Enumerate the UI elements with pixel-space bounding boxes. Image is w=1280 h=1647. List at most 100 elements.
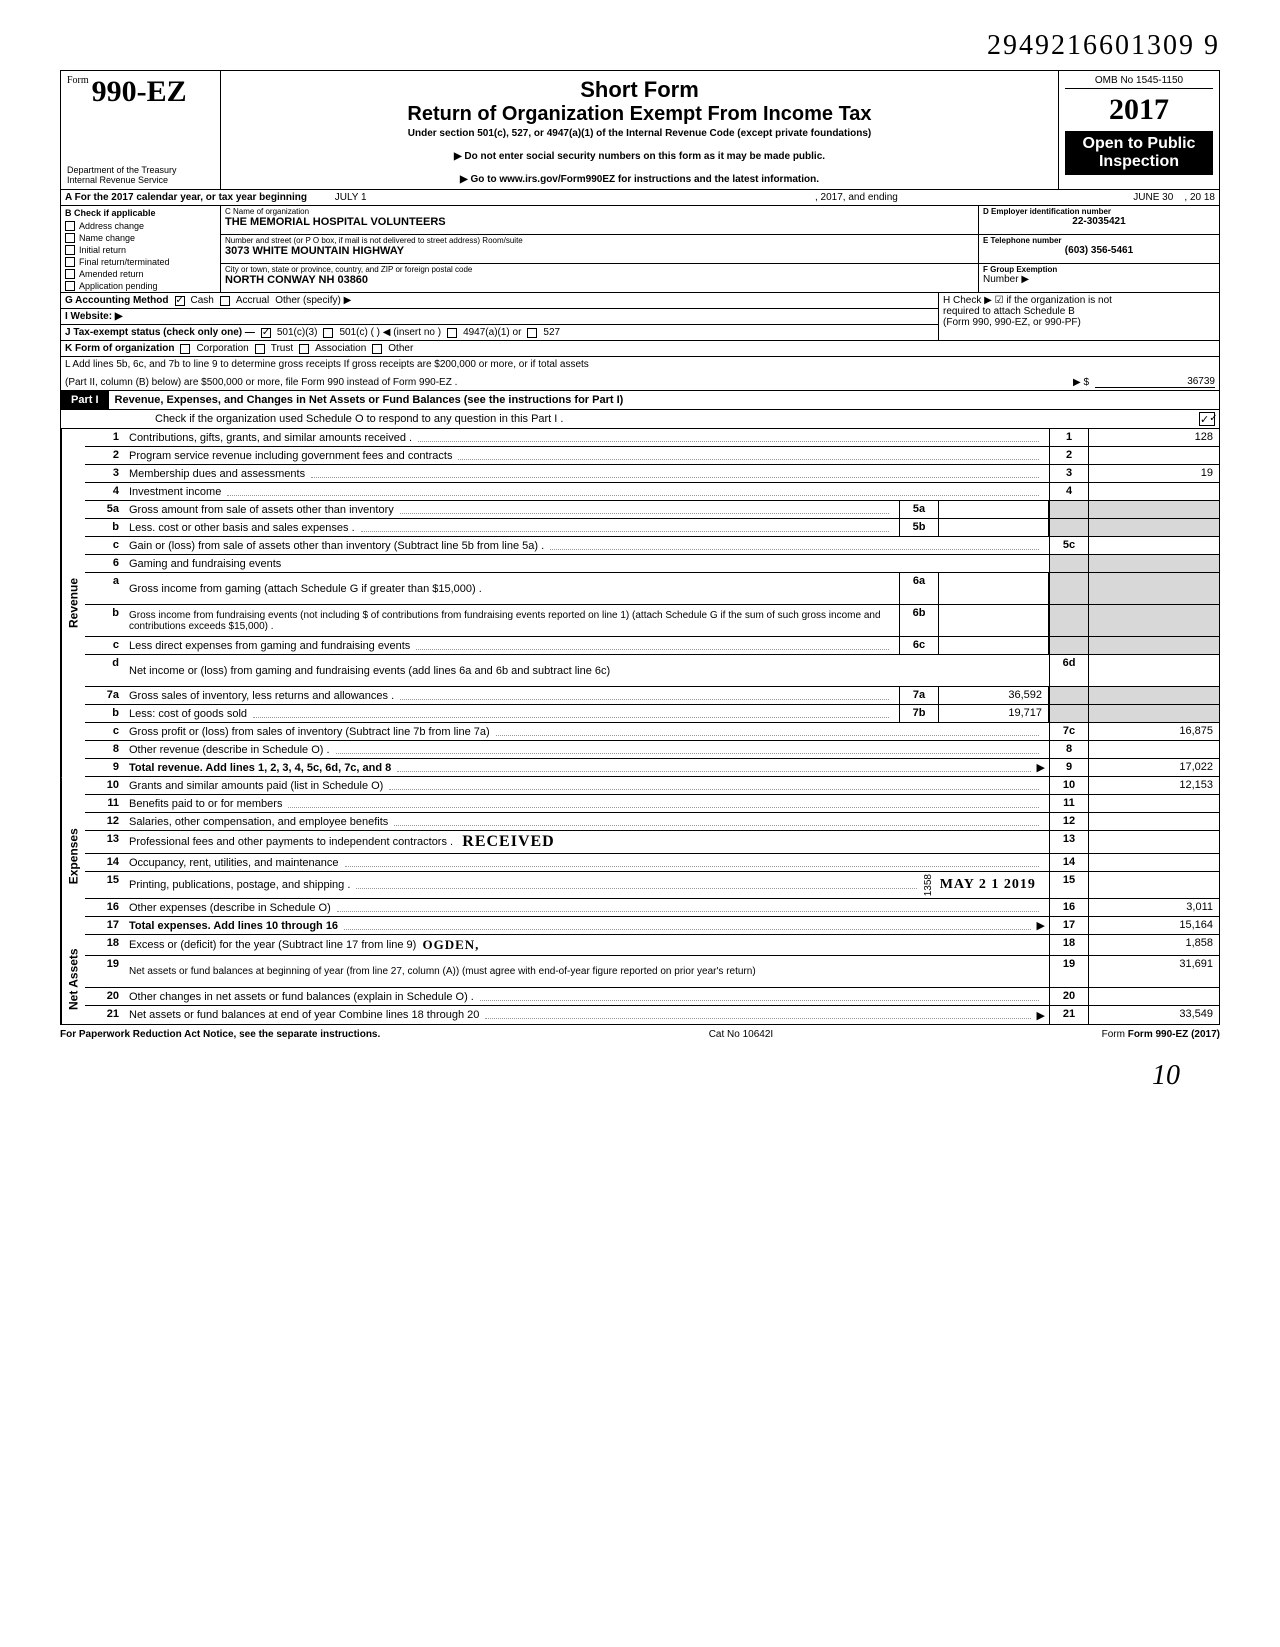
part-1-title: Revenue, Expenses, and Changes in Net As… — [109, 391, 1219, 409]
line-18: 18Excess or (deficit) for the year (Subt… — [85, 935, 1219, 956]
tel-row: E Telephone number (603) 356-5461 — [979, 235, 1219, 264]
title-short-form: Short Form — [229, 77, 1050, 103]
row-h-line3: (Form 990, 990-EZ, or 990-PF) — [943, 317, 1215, 328]
chk-name-change[interactable]: Name change — [61, 232, 220, 244]
line-a-end: JUNE 30 — [1133, 192, 1173, 203]
org-name-row: C Name of organization THE MEMORIAL HOSP… — [221, 206, 978, 235]
title-return: Return of Organization Exempt From Incom… — [229, 103, 1050, 126]
side-stamp-1358: 1358 — [923, 874, 934, 896]
dept-treasury: Department of the Treasury Internal Reve… — [67, 165, 214, 185]
chk-trust[interactable] — [255, 344, 265, 354]
line-12: 12Salaries, other compensation, and empl… — [85, 813, 1219, 831]
chk-accrual[interactable] — [220, 296, 230, 306]
group-exemption-label: F Group Exemption — [983, 265, 1215, 274]
part-1-tab: Part I — [61, 391, 109, 409]
top-document-id: 2949216601309 9 — [60, 30, 1220, 62]
line-10: 10Grants and similar amounts paid (list … — [85, 777, 1219, 795]
line-a-suffix: , 20 18 — [1184, 192, 1215, 203]
schedule-o-text: Check if the organization used Schedule … — [65, 413, 1193, 425]
line-8: 8Other revenue (describe in Schedule O) … — [85, 741, 1219, 759]
line-19: 19Net assets or fund balances at beginni… — [85, 956, 1219, 988]
line-a-begin: JULY 1 — [335, 192, 367, 203]
chk-corporation[interactable] — [180, 344, 190, 354]
row-j-label: J Tax-exempt status (check only one) — — [65, 327, 255, 338]
col-b-header: B Check if applicable — [61, 206, 220, 220]
line-6a: aGross income from gaming (attach Schedu… — [85, 573, 1219, 605]
line-4: 4Investment income4 — [85, 483, 1219, 501]
line-6c: cLess direct expenses from gaming and fu… — [85, 637, 1219, 655]
line-5a: 5aGross amount from sale of assets other… — [85, 501, 1219, 519]
date-stamp: MAY 2 1 2019 — [940, 877, 1036, 893]
net-assets-label: Net Assets — [61, 935, 85, 1024]
chk-address-change[interactable]: Address change — [61, 220, 220, 232]
chk-cash[interactable] — [175, 296, 185, 306]
line-6: 6Gaming and fundraising events — [85, 555, 1219, 573]
line-7b: bLess: cost of goods sold7b19,717 — [85, 705, 1219, 723]
header-right: OMB No 1545-1150 2017 Open to Public Ins… — [1059, 71, 1219, 189]
omb-number: OMB No 1545-1150 — [1065, 75, 1213, 89]
page-footer: For Paperwork Reduction Act Notice, see … — [60, 1025, 1220, 1040]
group-exemption-row: F Group Exemption Number ▶ — [979, 264, 1219, 292]
chk-527[interactable] — [527, 328, 537, 338]
row-h-line2: required to attach Schedule B — [943, 306, 1215, 317]
part-1-header: Part I Revenue, Expenses, and Changes in… — [61, 391, 1219, 410]
row-k-form-org: K Form of organization Corporation Trust… — [61, 341, 1219, 357]
line-5c: cGain or (loss) from sale of assets othe… — [85, 537, 1219, 555]
note-url: ▶ Go to www.irs.gov/Form990EZ for instru… — [229, 174, 1050, 185]
line-7c: cGross profit or (loss) from sales of in… — [85, 723, 1219, 741]
form-number-block: Form 990-EZ — [67, 75, 214, 109]
section-bcd: B Check if applicable Address change Nam… — [61, 206, 1219, 293]
col-d-ein-tel: D Employer identification number 22-3035… — [979, 206, 1219, 292]
revenue-label: Revenue — [61, 429, 85, 777]
org-city-row: City or town, state or province, country… — [221, 264, 978, 292]
subtitle: Under section 501(c), 527, or 4947(a)(1)… — [229, 128, 1050, 139]
org-addr-label: Number and street (or P O box, if mail i… — [225, 236, 974, 245]
chk-other[interactable] — [372, 344, 382, 354]
line-3: 3Membership dues and assessments319 — [85, 465, 1219, 483]
row-l-arrow: ▶ $ — [1073, 377, 1089, 388]
row-h-line1: H Check ▶ ☑ if the organization is not — [943, 295, 1215, 306]
chk-final-return[interactable]: Final return/terminated — [61, 256, 220, 268]
line-7a: 7aGross sales of inventory, less returns… — [85, 687, 1219, 705]
line-17: 17Total expenses. Add lines 10 through 1… — [85, 917, 1219, 935]
open-to-public: Open to Public Inspection — [1065, 131, 1213, 175]
line-13: 13Professional fees and other payments t… — [85, 831, 1219, 854]
chk-association[interactable] — [299, 344, 309, 354]
tel-label: E Telephone number — [983, 236, 1215, 245]
schedule-o-check-row: Check if the organization used Schedule … — [61, 410, 1219, 429]
schedule-o-checkbox[interactable]: ✓ — [1199, 412, 1215, 426]
chk-501c3[interactable] — [261, 328, 271, 338]
received-stamp: RECEIVED — [462, 833, 554, 851]
line-a-tax-year: A For the 2017 calendar year, or tax yea… — [61, 190, 1219, 206]
chk-amended-return[interactable]: Amended return — [61, 268, 220, 280]
expenses-label: Expenses — [61, 777, 85, 935]
row-g-label: G Accounting Method — [65, 295, 169, 306]
col-c-org-info: C Name of organization THE MEMORIAL HOSP… — [221, 206, 979, 292]
org-city-value: NORTH CONWAY NH 03860 — [225, 274, 974, 286]
row-l-text1: L Add lines 5b, 6c, and 7b to line 9 to … — [65, 359, 1215, 370]
chk-501c[interactable] — [323, 328, 333, 338]
row-l-value: 36739 — [1095, 376, 1215, 388]
group-exemption-number: Number ▶ — [983, 274, 1215, 285]
form-header: Form 990-EZ Department of the Treasury I… — [61, 71, 1219, 190]
row-j-tax-status: J Tax-exempt status (check only one) — 5… — [61, 325, 938, 341]
row-g-accounting: G Accounting Method Cash Accrual Other (… — [61, 293, 938, 309]
line-a-mid: , 2017, and ending — [815, 192, 898, 203]
row-i-website: I Website: ▶ — [61, 309, 938, 325]
chk-4947a1[interactable] — [447, 328, 457, 338]
line-20: 20Other changes in net assets or fund ba… — [85, 988, 1219, 1006]
revenue-section: Revenue 1Contributions, gifts, grants, a… — [61, 429, 1219, 777]
form-990ez-frame: Form 990-EZ Department of the Treasury I… — [60, 70, 1220, 1025]
chk-initial-return[interactable]: Initial return — [61, 244, 220, 256]
note-ssn: ▶ Do not enter social security numbers o… — [229, 151, 1050, 162]
chk-application-pending[interactable]: Application pending — [61, 280, 220, 292]
ein-value: 22-3035421 — [983, 216, 1215, 227]
line-11: 11Benefits paid to or for members11 — [85, 795, 1219, 813]
line-16: 16Other expenses (describe in Schedule O… — [85, 899, 1219, 917]
form-label: Form — [67, 75, 89, 86]
open-line1: Open to Public — [1067, 135, 1211, 153]
footer-left: For Paperwork Reduction Act Notice, see … — [60, 1029, 380, 1040]
dept-line2: Internal Revenue Service — [67, 175, 214, 185]
line-6d: dNet income or (loss) from gaming and fu… — [85, 655, 1219, 687]
header-middle: Short Form Return of Organization Exempt… — [221, 71, 1059, 189]
